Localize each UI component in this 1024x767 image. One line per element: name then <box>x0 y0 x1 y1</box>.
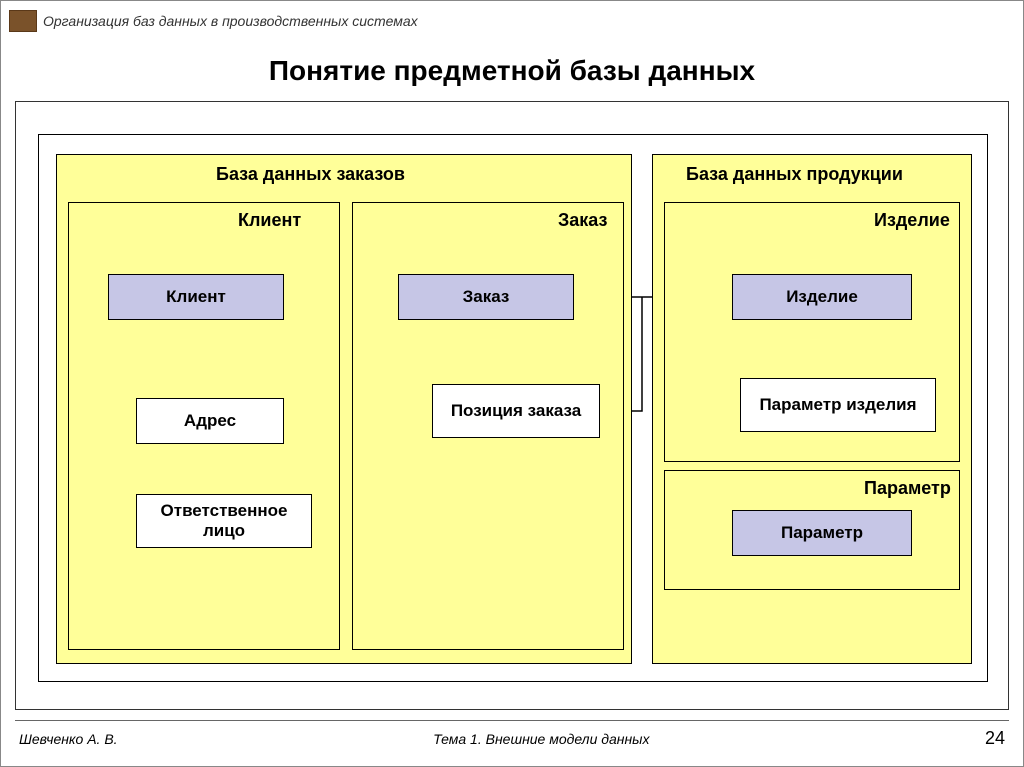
entity-order: Заказ <box>398 274 574 320</box>
course-title: Организация баз данных в производственны… <box>43 13 418 29</box>
entity-product: Изделие <box>732 274 912 320</box>
entity-prodparam: Параметр изделия <box>740 378 936 432</box>
entity-client: Клиент <box>108 274 284 320</box>
diagram-frame: База данных заказов База данных продукции… <box>15 101 1009 710</box>
entity-address: Адрес <box>136 398 284 444</box>
diagram-canvas: База данных заказов База данных продукции… <box>16 102 1008 709</box>
footer-author: Шевченко А. В. <box>19 731 118 747</box>
footer-page: 24 <box>965 728 1005 749</box>
entity-person: Ответственное лицо <box>136 494 312 548</box>
slide-title: Понятие предметной базы данных <box>1 55 1023 87</box>
footer: Шевченко А. В. Тема 1. Внешние модели да… <box>15 720 1009 756</box>
footer-topic: Тема 1. Внешние модели данных <box>118 731 965 747</box>
entity-orderpos: Позиция заказа <box>432 384 600 438</box>
container-label-db_orders: База данных заказов <box>216 164 405 185</box>
container-label-grp_param: Параметр <box>864 478 951 499</box>
logo-icon <box>9 10 37 32</box>
slide: Организация баз данных в производственны… <box>0 0 1024 767</box>
header-bar: Организация баз данных в производственны… <box>9 9 1015 33</box>
container-label-grp_order: Заказ <box>558 210 607 231</box>
container-label-grp_product: Изделие <box>874 210 950 231</box>
container-label-grp_client: Клиент <box>238 210 301 231</box>
entity-param: Параметр <box>732 510 912 556</box>
container-label-db_products: База данных продукции <box>686 164 903 185</box>
